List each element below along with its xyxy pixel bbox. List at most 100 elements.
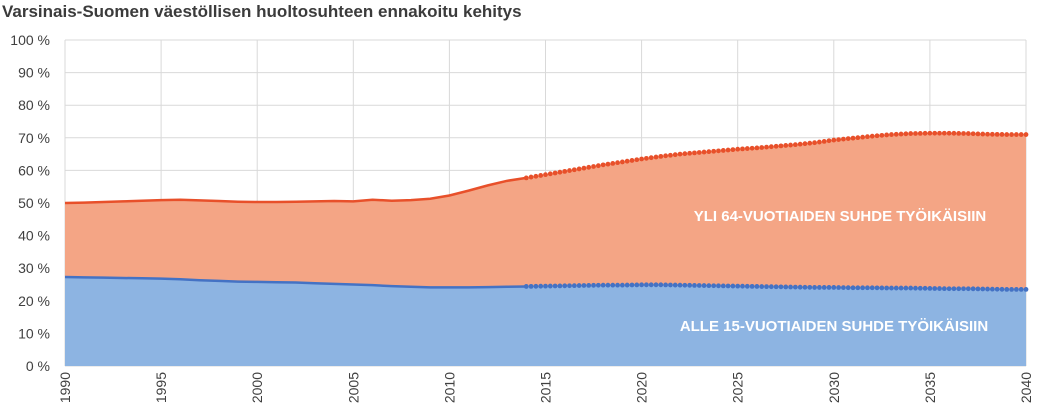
forecast-point-under-15 (985, 286, 990, 292)
forecast-point-under-15 (764, 284, 769, 290)
forecast-point-over-64 (999, 132, 1005, 137)
y-tick-label: 80 % (18, 97, 50, 113)
forecast-point-under-15 (644, 282, 649, 288)
forecast-point-over-64 (970, 131, 976, 137)
forecast-point-over-64 (624, 158, 630, 164)
forecast-point-under-15 (725, 283, 731, 289)
forecast-point-over-64 (557, 169, 563, 175)
forecast-point-under-15 (816, 285, 822, 290)
forecast-point-over-64 (816, 139, 822, 145)
forecast-point-under-15 (720, 283, 726, 289)
forecast-point-over-64 (682, 151, 688, 157)
y-tick-label: 0 % (26, 358, 50, 374)
forecast-point-over-64 (735, 146, 741, 152)
forecast-point-under-15 (768, 284, 774, 290)
forecast-point-over-64 (855, 135, 861, 141)
forecast-point-over-64 (893, 131, 899, 137)
forecast-point-over-64 (653, 154, 659, 160)
forecast-point-under-15 (893, 285, 899, 291)
forecast-point-over-64 (648, 155, 654, 161)
forecast-point-over-64 (927, 130, 933, 136)
forecast-point-over-64 (922, 130, 928, 136)
y-tick-label: 40 % (18, 228, 50, 244)
forecast-point-over-64 (826, 138, 832, 144)
forecast-point-over-64 (773, 143, 779, 149)
forecast-point-over-64 (908, 131, 914, 136)
forecast-point-under-15 (533, 283, 539, 289)
forecast-point-over-64 (687, 150, 693, 156)
forecast-point-over-64 (639, 156, 644, 162)
forecast-point-under-15 (591, 282, 596, 288)
forecast-point-over-64 (725, 147, 731, 153)
forecast-point-under-15 (1004, 286, 1010, 292)
forecast-point-under-15 (571, 283, 577, 289)
forecast-point-over-64 (812, 140, 817, 146)
forecast-point-over-64 (898, 131, 904, 137)
forecast-point-over-64 (989, 131, 995, 137)
forecast-point-under-15 (932, 286, 938, 291)
forecast-point-over-64 (778, 143, 784, 149)
forecast-point-under-15 (682, 282, 688, 288)
forecast-point-under-15 (937, 286, 942, 291)
forecast-point-under-15 (908, 285, 914, 291)
forecast-point-under-15 (821, 285, 827, 290)
forecast-point-under-15 (869, 285, 875, 291)
y-tick-label: 100 % (10, 32, 50, 48)
forecast-point-under-15 (826, 285, 832, 290)
forecast-point-under-15 (615, 282, 620, 288)
forecast-point-under-15 (956, 286, 962, 292)
x-tick-label: 2005 (345, 372, 361, 403)
forecast-point-over-64 (552, 170, 558, 176)
forecast-point-under-15 (1013, 286, 1019, 292)
forecast-point-under-15 (927, 286, 933, 291)
y-tick-label: 60 % (18, 162, 50, 178)
forecast-point-over-64 (768, 144, 774, 150)
forecast-point-over-64 (797, 141, 803, 147)
forecast-point-over-64 (701, 149, 707, 155)
line-over-64 (64, 176, 527, 205)
x-tick-label: 2015 (538, 372, 554, 403)
forecast-point-over-64 (860, 134, 866, 140)
forecast-point-over-64 (961, 131, 966, 136)
forecast-point-over-64 (903, 131, 909, 137)
forecast-point-under-15 (922, 285, 928, 291)
forecast-point-over-64 (629, 158, 635, 163)
chart-areas (65, 133, 1026, 366)
forecast-point-under-15 (812, 285, 817, 290)
forecast-point-under-15 (841, 285, 846, 290)
forecast-point-over-64 (749, 145, 755, 151)
forecast-point-under-15 (663, 282, 669, 288)
x-tick-label: 2030 (826, 372, 842, 403)
forecast-point-over-64 (783, 143, 789, 148)
forecast-point-under-15 (711, 283, 717, 289)
forecast-point-over-64 (706, 149, 712, 155)
forecast-point-over-64 (547, 171, 553, 177)
y-tick-label: 70 % (18, 130, 50, 146)
forecast-point-over-64 (744, 146, 750, 151)
forecast-point-over-64 (975, 131, 981, 137)
forecast-point-over-64 (644, 155, 649, 161)
forecast-point-under-15 (1018, 286, 1024, 292)
forecast-point-over-64 (720, 148, 726, 153)
annotation-under-15: ALLE 15-VUOTIAIDEN SUHDE TYÖIKÄISIIN (680, 318, 988, 335)
forecast-point-under-15 (999, 286, 1005, 292)
forecast-point-under-15 (600, 282, 606, 288)
forecast-point-under-15 (744, 283, 750, 289)
forecast-point-over-64 (692, 150, 697, 156)
forecast-point-over-64 (754, 145, 760, 151)
forecast-point-over-64 (1023, 132, 1029, 137)
forecast-point-under-15 (668, 282, 673, 288)
chart-lines (64, 176, 527, 289)
forecast-point-over-64 (576, 166, 582, 172)
forecast-point-under-15 (994, 286, 1000, 292)
forecast-point-over-64 (994, 131, 1000, 137)
y-axis-ticks: 0 % 10 % 20 % 30 % 40 % 50 % 60 % 70 % 80 % 90 % 1… (10, 32, 50, 374)
forecast-point-over-64 (677, 151, 683, 157)
forecast-point-over-64 (946, 130, 952, 136)
forecast-point-over-64 (941, 130, 947, 136)
forecast-point-under-15 (898, 285, 904, 291)
forecast-point-over-64 (600, 162, 606, 168)
y-tick-label: 10 % (18, 325, 50, 341)
forecast-point-under-15 (672, 282, 678, 288)
forecast-point-over-64 (634, 157, 640, 163)
